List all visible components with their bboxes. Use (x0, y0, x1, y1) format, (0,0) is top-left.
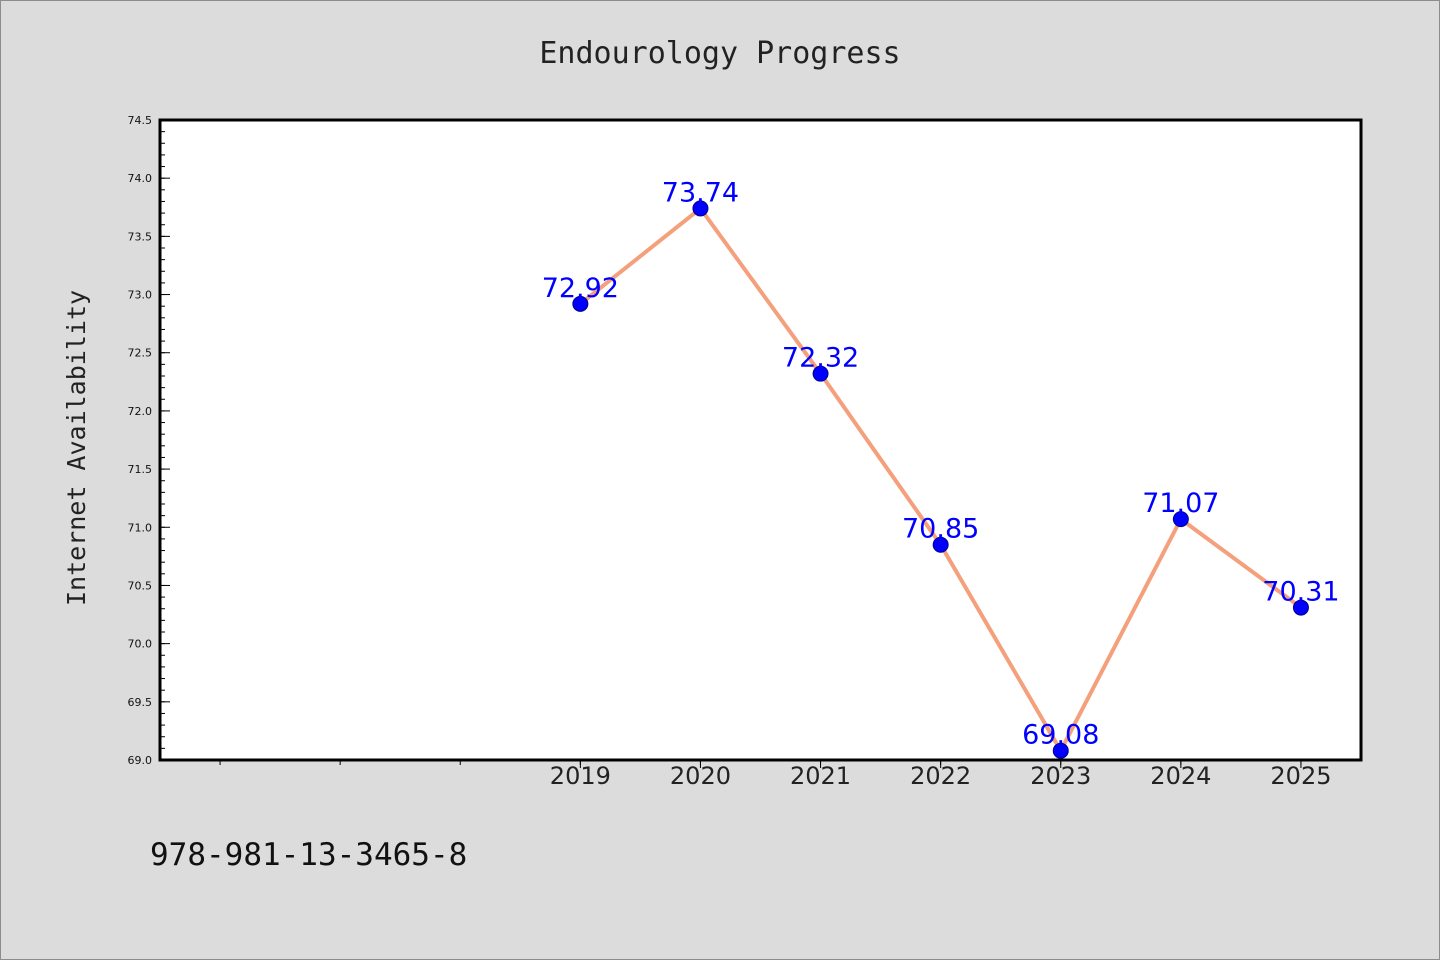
x-tick-label: 2021 (790, 762, 851, 790)
y-tick-label: 73.0 (128, 289, 153, 302)
y-tick-label: 69.5 (128, 696, 153, 709)
x-tick-label: 2025 (1270, 762, 1331, 790)
data-point-marker (692, 200, 709, 217)
data-point-label: 73.74 (662, 177, 739, 208)
plot-area (160, 120, 1361, 760)
y-tick-label: 72.0 (128, 405, 153, 418)
data-point-marker (812, 365, 829, 382)
data-point-label: 69.08 (1022, 720, 1099, 751)
data-point-marker (1052, 742, 1069, 759)
data-point-marker (1172, 511, 1189, 528)
data-point-marker (932, 536, 949, 553)
data-labels-layer: 72.92 73.74 72.32 70.85 69.08 71.07 70.31 (542, 177, 1340, 750)
x-tick-label: 2020 (670, 762, 731, 790)
data-point-label: 72.32 (782, 343, 859, 374)
data-point-label: 71.07 (1142, 488, 1219, 519)
y-tick-label: 70.5 (128, 579, 153, 592)
y-tick-label: 70.0 (128, 638, 153, 651)
y-axis-label: Internet Availability (62, 290, 91, 606)
x-tick-label: 2024 (1150, 762, 1211, 790)
y-tick-label: 71.5 (128, 463, 153, 476)
x-tick-label: 2019 (550, 762, 611, 790)
data-point-label: 70.85 (902, 514, 979, 545)
data-point-marker (572, 295, 589, 312)
series-markers-layer (572, 200, 1309, 759)
chart-title: Endourology Progress (539, 36, 900, 71)
x-tick-label: 2023 (1030, 762, 1091, 790)
y-tick-label: 73.5 (128, 230, 153, 243)
isbn-footer: 978-981-13-3465-8 (150, 837, 467, 873)
y-tick-label: 69.0 (128, 754, 153, 767)
axis-ticks: 69.0 69.5 70.0 70.5 71.0 71.5 72.0 72.5 73.0 73.5… (128, 114, 1332, 790)
x-tick-label: 2022 (910, 762, 971, 790)
data-point-marker (1292, 599, 1309, 616)
y-tick-label: 71.0 (128, 521, 153, 534)
data-point-label: 72.92 (542, 273, 619, 304)
y-tick-label: 74.0 (128, 172, 153, 185)
y-tick-label: 74.5 (128, 114, 153, 127)
y-tick-label: 72.5 (128, 347, 153, 360)
data-point-label: 70.31 (1262, 577, 1339, 608)
plot-border (158, 118, 1363, 762)
